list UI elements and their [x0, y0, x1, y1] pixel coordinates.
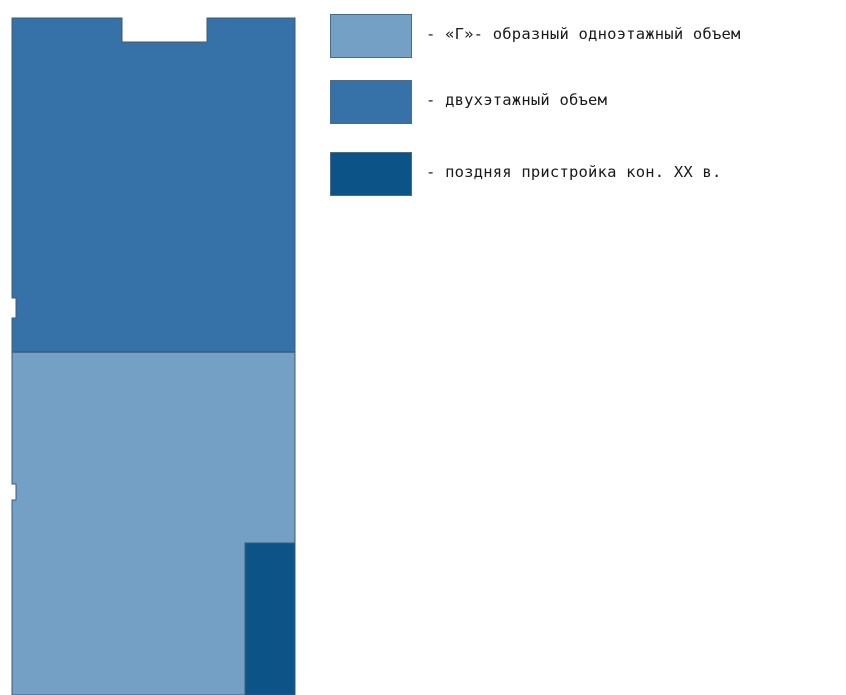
swatch-two-storey: [330, 80, 412, 124]
swatch-one-storey: [330, 14, 412, 58]
one-storey-l-shaped-volume: [11, 351, 296, 695]
swatch-late-extension: [330, 152, 412, 196]
legend-item-late-extension: - поздняя пристройка кон. XX в.: [330, 152, 846, 198]
legend-label-one-storey: - «Г»- образный одноэтажный объем: [426, 25, 741, 43]
legend-label-late-extension: - поздняя пристройка кон. XX в.: [426, 163, 722, 181]
late-extension-volume: [244, 542, 296, 695]
legend-item-one-storey: - «Г»- образный одноэтажный объем: [330, 14, 846, 60]
legend-item-two-storey: - двухэтажный объем: [330, 80, 846, 126]
legend-label-two-storey: - двухэтажный объем: [426, 91, 608, 109]
